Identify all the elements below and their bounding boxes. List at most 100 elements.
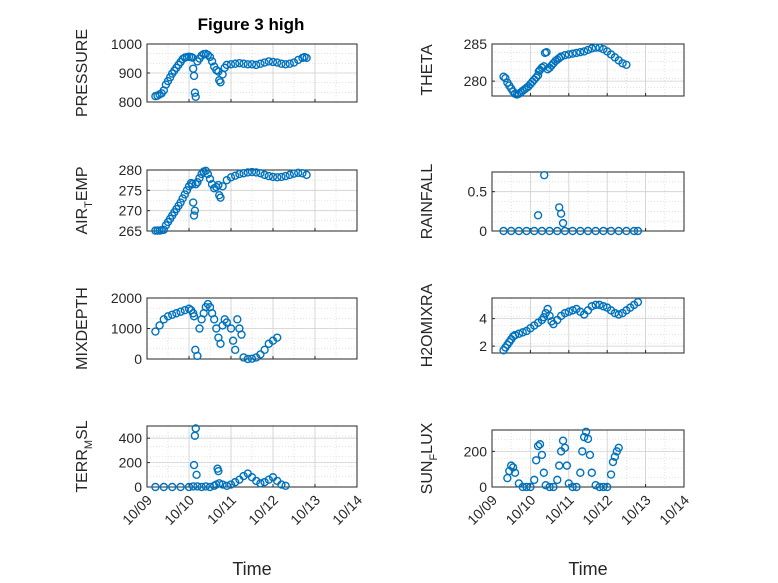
subplot-h2omixra: 2 4 H2OMIXRA xyxy=(419,283,685,367)
subplot-pressure: 800 900 1000 PRESSURE xyxy=(74,29,358,117)
data-point xyxy=(243,354,253,364)
data-point xyxy=(226,480,236,489)
data-point xyxy=(510,330,520,340)
data-point xyxy=(260,170,269,180)
data-point xyxy=(230,477,240,487)
x-tick-label: 10/12 xyxy=(245,492,281,528)
y-tick-label: 0 xyxy=(479,479,487,495)
data-point xyxy=(633,297,643,307)
data-point xyxy=(216,339,225,348)
data-point xyxy=(193,351,202,361)
figure-title: Figure 3 high xyxy=(198,15,305,34)
subplot-sun_flux: 0 200 SUNFLUX 10/09 10/10 10/11 10/12 10/13 10/1… xyxy=(419,422,692,579)
data-point xyxy=(247,60,257,69)
axes-box xyxy=(491,429,685,488)
data-point xyxy=(264,57,273,66)
data-point xyxy=(302,53,311,63)
data-point xyxy=(285,59,294,68)
y-label-subscript: M xyxy=(83,440,95,449)
data-point xyxy=(549,482,558,492)
data-point xyxy=(542,47,551,57)
x-tick-label: 10/10 xyxy=(161,492,197,528)
data-point xyxy=(289,58,299,67)
data-point xyxy=(539,468,549,477)
data-point xyxy=(252,476,261,486)
y-tick-label: 280 xyxy=(464,73,488,89)
data-point xyxy=(583,45,593,55)
y-tick-label: 900 xyxy=(119,65,143,81)
data-point xyxy=(195,173,204,183)
data-point xyxy=(579,47,589,56)
data-point xyxy=(239,59,248,68)
x-tick-label: 10/13 xyxy=(287,492,323,528)
data-point xyxy=(564,307,573,316)
data-point xyxy=(591,43,600,52)
x-axis-label: Time xyxy=(568,559,607,579)
data-point xyxy=(277,59,286,68)
y-tick-label: 1000 xyxy=(111,321,142,337)
y-label-rest: EMP xyxy=(74,166,91,201)
subplot-rainfall: 0 0.5 RAINFALL xyxy=(419,164,685,239)
data-point xyxy=(184,304,194,313)
data-point xyxy=(203,169,213,179)
data-point xyxy=(243,168,253,177)
data-point xyxy=(558,218,568,228)
data-point xyxy=(235,169,244,179)
data-point xyxy=(159,225,169,234)
data-point xyxy=(226,324,236,333)
y-axis-label: H2OMIXRA xyxy=(419,283,436,367)
data-point xyxy=(151,482,160,492)
y-tick-label: 285 xyxy=(464,36,488,52)
x-tick-label: 10/14 xyxy=(656,492,692,528)
data-point xyxy=(289,169,299,178)
data-point xyxy=(614,310,623,319)
data-point xyxy=(610,452,620,461)
data-point xyxy=(583,434,593,444)
data-point xyxy=(608,457,618,467)
data-point xyxy=(553,475,562,485)
data-point xyxy=(587,44,597,53)
data-point xyxy=(568,482,577,492)
data-point xyxy=(188,180,197,189)
data-point xyxy=(218,480,227,489)
x-tick-label: 10/11 xyxy=(204,492,240,528)
data-point xyxy=(545,482,554,492)
x-tick-label: 10/11 xyxy=(542,492,578,528)
data-point xyxy=(226,60,236,69)
data-point xyxy=(562,461,572,470)
data-point xyxy=(212,65,221,75)
data-point xyxy=(228,336,238,345)
data-point xyxy=(533,70,543,80)
data-point xyxy=(587,302,597,311)
data-point xyxy=(184,482,194,492)
axes-box xyxy=(146,425,358,488)
data-point xyxy=(539,313,549,322)
data-point xyxy=(193,482,202,491)
y-axis-label: TERRMSL xyxy=(74,420,95,492)
axes-box xyxy=(146,169,358,232)
data-point xyxy=(235,58,244,68)
y-label-main: TERR xyxy=(74,449,91,493)
data-point xyxy=(579,432,589,442)
data-point xyxy=(264,475,273,484)
data-point xyxy=(222,318,232,327)
data-point xyxy=(507,461,516,470)
data-point xyxy=(499,72,508,81)
x-tick-label: 10/09 xyxy=(464,492,500,528)
data-point xyxy=(260,58,269,67)
data-point xyxy=(239,353,248,362)
y-axis-label: MIXDEPTH xyxy=(74,287,91,370)
data-point xyxy=(599,302,608,311)
y-axis-label: AIRTEMP xyxy=(74,166,95,234)
y-axis-label: SUNFLUX xyxy=(419,422,440,494)
data-point xyxy=(256,479,265,488)
axes-box xyxy=(491,43,685,97)
data-point xyxy=(576,468,585,477)
y-tick-label: 200 xyxy=(119,455,143,471)
y-tick-label: 2000 xyxy=(111,290,142,306)
y-tick-label: 0 xyxy=(134,351,142,367)
data-point xyxy=(298,169,307,178)
subplot-theta: 280 285 THETA xyxy=(419,36,685,99)
y-tick-label: 0 xyxy=(134,479,142,495)
data-point xyxy=(209,315,219,324)
